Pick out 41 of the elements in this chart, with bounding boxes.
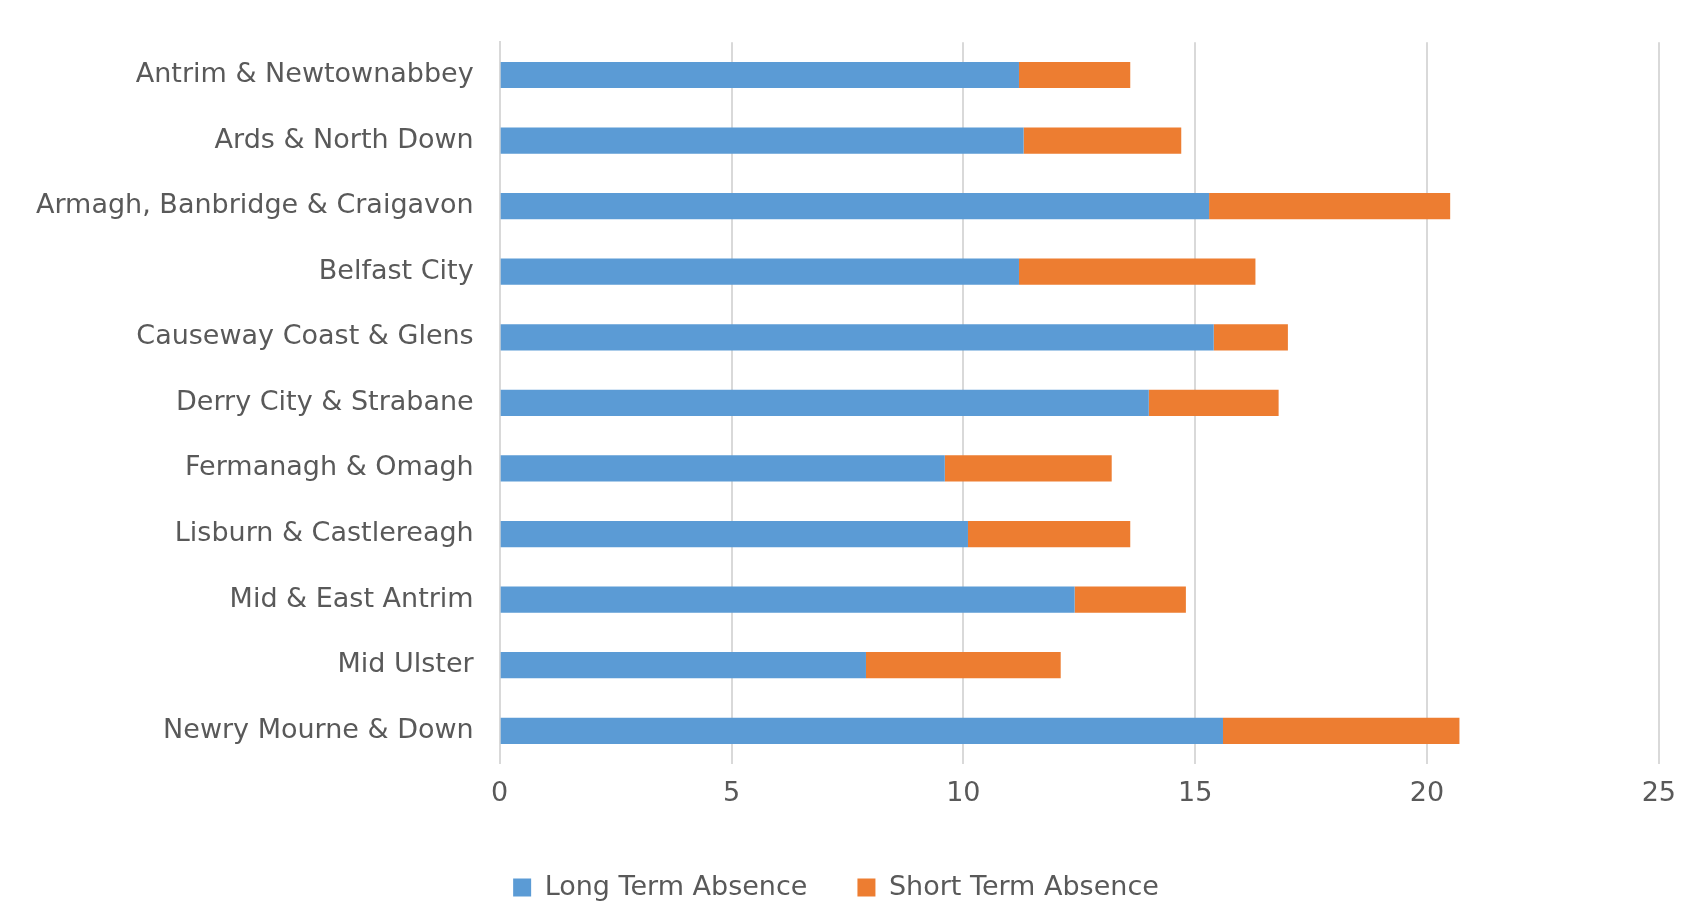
bar bbox=[1018, 61, 1131, 89]
bar bbox=[500, 193, 1210, 220]
bar bbox=[500, 127, 1024, 154]
bar bbox=[1209, 193, 1451, 220]
x-tick-label: 25 bbox=[1641, 775, 1676, 807]
bar bbox=[967, 520, 1131, 548]
bar bbox=[1074, 586, 1186, 613]
y-tick-label: Newry Mourne & Down bbox=[163, 712, 474, 744]
y-tick-label: Antrim & Newtownabbey bbox=[135, 57, 474, 89]
x-tick-label: 5 bbox=[722, 775, 741, 807]
bar bbox=[1023, 127, 1182, 154]
bar bbox=[500, 258, 1019, 285]
y-tick-label: Causeway Coast & Glens bbox=[136, 319, 474, 351]
bar bbox=[1222, 717, 1460, 744]
x-tick-label: 0 bbox=[491, 775, 509, 807]
bar bbox=[1018, 258, 1256, 285]
y-tick-label: Mid & East Antrim bbox=[229, 581, 474, 613]
bar bbox=[944, 455, 1112, 482]
y-tick-label: Mid Ulster bbox=[337, 647, 475, 679]
y-tick-label: Fermanagh & Omagh bbox=[185, 450, 474, 482]
bar bbox=[865, 652, 1061, 679]
y-tick-label: Belfast City bbox=[318, 253, 474, 285]
x-tick-label: 20 bbox=[1409, 775, 1445, 807]
bar bbox=[1148, 389, 1279, 417]
legend-label: Long Term Absence bbox=[544, 869, 808, 901]
bar bbox=[500, 455, 945, 482]
y-tick-label: Lisburn & Castlereagh bbox=[174, 516, 474, 548]
bar bbox=[500, 520, 968, 548]
y-tick-label: Armagh, Banbridge & Craigavon bbox=[35, 188, 474, 220]
legend-label: Short Term Absence bbox=[888, 869, 1159, 901]
bar bbox=[500, 324, 1214, 351]
x-tick-label: 10 bbox=[946, 775, 981, 807]
x-tick-label: 15 bbox=[1177, 775, 1213, 807]
bar bbox=[500, 717, 1223, 744]
bar bbox=[500, 61, 1019, 89]
bar bbox=[1213, 324, 1288, 351]
y-tick-label: Ards & North Down bbox=[214, 122, 474, 154]
bar bbox=[500, 586, 1075, 613]
bar bbox=[500, 652, 866, 679]
bar bbox=[500, 389, 1149, 417]
y-tick-label: Derry City & Strabane bbox=[176, 384, 474, 416]
